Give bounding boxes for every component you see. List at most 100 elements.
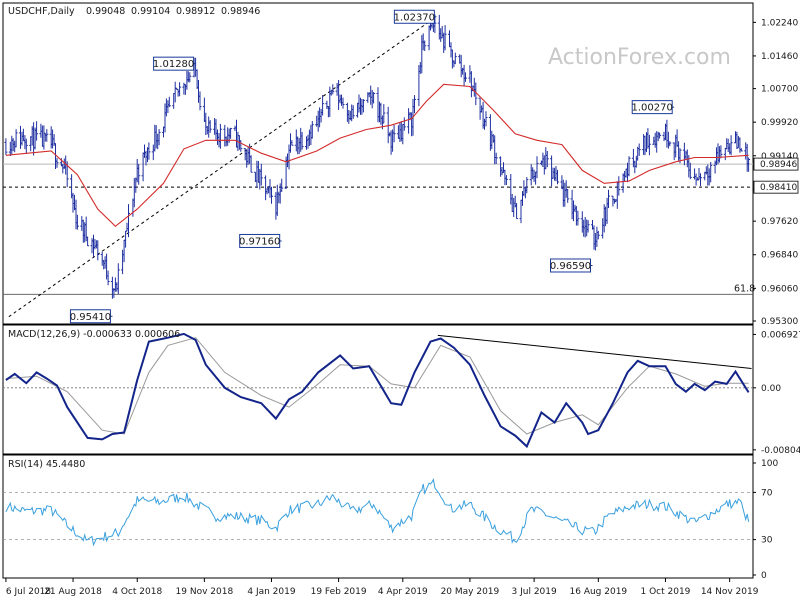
- ohlc-bar: [106, 270, 110, 286]
- price-y-tick-label: 0.99140: [761, 152, 798, 162]
- x-tick-label: 4 Jan 2019: [247, 587, 295, 597]
- ohlc-bar: [433, 14, 437, 34]
- price-callout-3: 0.97160: [239, 233, 282, 248]
- price-callout-4: 1.02370: [394, 9, 437, 24]
- price-low-value: 0.98912: [176, 6, 215, 17]
- ohlc-bar: [668, 141, 672, 147]
- x-tick-label: 20 May 2019: [441, 587, 500, 597]
- ohlc-bar: [96, 240, 100, 261]
- price-y-tick-label: 0.97620: [761, 217, 798, 227]
- price-y-tick-label: 1.01460: [761, 52, 798, 62]
- ohlc-bar: [331, 84, 335, 95]
- callout-label: 0.97160: [239, 236, 280, 247]
- ohlc-bar: [116, 263, 120, 294]
- ohlc-bar: [147, 142, 151, 160]
- ohlc-bar: [443, 25, 447, 51]
- price-callout-2: 1.01280: [153, 56, 196, 71]
- macd-panel-title: MACD(12,26,9) -0.000633 0.000606: [8, 329, 180, 340]
- ohlc-bar: [453, 52, 457, 65]
- current-price-tag: 0.98946: [753, 157, 799, 171]
- price-y-tick-label: 0.99920: [761, 118, 798, 128]
- ohlc-bar: [361, 99, 365, 113]
- ohlc-bar: [198, 91, 202, 111]
- ohlc-bar: [556, 169, 559, 185]
- macd-trendline: [437, 334, 752, 370]
- rsi-plot: [3, 477, 753, 547]
- ohlc-bar: [239, 140, 243, 152]
- trend-channel-line: [8, 16, 437, 318]
- price-panel-title: USDCHF,Daily: [8, 6, 75, 17]
- ohlc-bar: [14, 129, 18, 148]
- ohlc-bar: [218, 123, 222, 149]
- ohlc-bar: [167, 96, 171, 108]
- ohlc-bar: [647, 134, 651, 156]
- rsi-panel-frame: [2, 454, 754, 579]
- ohlc-bar: [178, 82, 182, 97]
- x-tick-label: 19 Feb 2019: [311, 587, 367, 597]
- ohlc-bar: [24, 138, 28, 154]
- ohlc-bar: [300, 132, 304, 150]
- callout-label: 1.02370: [394, 12, 435, 23]
- price-callout-1: 0.95410: [70, 309, 113, 324]
- ohlc-bar: [576, 210, 580, 226]
- price-high-value: 0.99104: [131, 6, 170, 17]
- ohlc-bar: [310, 121, 314, 139]
- x-tick-label: 3 Jul 2019: [512, 587, 557, 597]
- ohlc-bar: [229, 127, 233, 139]
- ohlc-bar: [259, 163, 263, 186]
- x-tick-label: 4 Oct 2018: [112, 587, 162, 597]
- ohlc-bar: [382, 104, 386, 124]
- macd-y-tick-label: -0.008049: [761, 446, 800, 456]
- ohlc-bar: [86, 236, 90, 247]
- ohlc-bar: [747, 157, 751, 172]
- price-panel-frame: [2, 2, 754, 325]
- ohlc-bar: [504, 175, 508, 185]
- ohlc-bar: [321, 95, 325, 116]
- ohlc-bar: [596, 230, 600, 240]
- fib-level-label: 61.8: [734, 283, 755, 294]
- ohlc-bar: [723, 147, 727, 161]
- ohlc-bar: [270, 186, 273, 204]
- ohlc-bar: [45, 129, 49, 142]
- price-y-tick-label: 1.00700: [761, 85, 798, 95]
- macd-line: [5, 332, 750, 449]
- ohlc-bar: [55, 157, 59, 168]
- x-tick-label: 16 Aug 2019: [570, 587, 628, 597]
- support-level-label: 0.98410: [760, 183, 797, 193]
- x-tick-label: 6 Jul 2018: [6, 587, 51, 597]
- ohlc-bar: [341, 97, 345, 109]
- callout-label: 0.95410: [70, 312, 111, 323]
- ohlc-bar: [137, 164, 141, 185]
- ohlc-bar: [264, 175, 268, 201]
- ohlc-bar: [351, 105, 355, 119]
- ohlc-bar: [494, 152, 498, 164]
- ohlc-bar: [407, 108, 411, 134]
- price-y-tick-label: 0.96060: [761, 284, 798, 294]
- x-tick-label: 4 Apr 2019: [378, 587, 428, 597]
- ohlc-bar: [249, 155, 253, 173]
- ohlc-bar: [157, 129, 161, 146]
- ohlc-bar: [290, 140, 294, 146]
- support-level-tag: 0.98410: [753, 180, 799, 194]
- ohlc-bar: [372, 92, 376, 104]
- macd-plot: [3, 332, 753, 449]
- ohlc-bar: [474, 82, 478, 106]
- ohlc-bar: [515, 203, 519, 220]
- ohlc-bar: [699, 173, 702, 186]
- rsi-panel-title: RSI(14) 45.4480: [8, 459, 85, 470]
- ohlc-bar: [627, 156, 631, 177]
- watermark: ActionForex.com: [548, 45, 731, 70]
- macd-panel-frame: [2, 324, 754, 455]
- x-tick-label: 19 Nov 2018: [176, 587, 234, 597]
- macd-y-tick-label: 0.00: [761, 384, 781, 394]
- ohlc-bar: [709, 162, 713, 183]
- rsi-y-tick-label: 30: [761, 536, 773, 546]
- ohlc-bar: [719, 145, 723, 159]
- ohlc-bar: [188, 72, 192, 83]
- ohlc-bar: [658, 132, 662, 139]
- callout-label: 1.01280: [153, 59, 194, 70]
- ohlc-bar: [535, 156, 539, 179]
- price-plot: 61.8 0.95410 1.01280 0.97160 1.02370 0.96590 1…: [3, 9, 755, 324]
